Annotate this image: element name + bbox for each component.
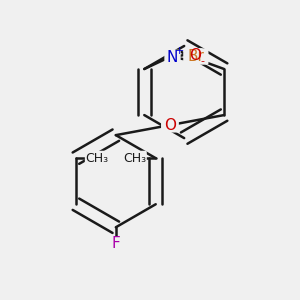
Text: F: F — [111, 236, 120, 251]
Text: CH₃: CH₃ — [123, 152, 146, 165]
FancyBboxPatch shape — [123, 151, 147, 166]
FancyBboxPatch shape — [183, 48, 208, 65]
Text: -: - — [200, 56, 204, 66]
FancyBboxPatch shape — [108, 236, 123, 251]
FancyBboxPatch shape — [164, 50, 181, 64]
FancyBboxPatch shape — [85, 151, 109, 166]
Text: N: N — [167, 50, 178, 64]
Text: +: + — [175, 46, 184, 56]
Text: O: O — [189, 48, 201, 63]
Text: CH₃: CH₃ — [85, 152, 108, 165]
FancyBboxPatch shape — [161, 118, 179, 133]
Text: Br: Br — [188, 49, 204, 64]
Text: O: O — [164, 118, 176, 133]
FancyBboxPatch shape — [187, 48, 203, 63]
